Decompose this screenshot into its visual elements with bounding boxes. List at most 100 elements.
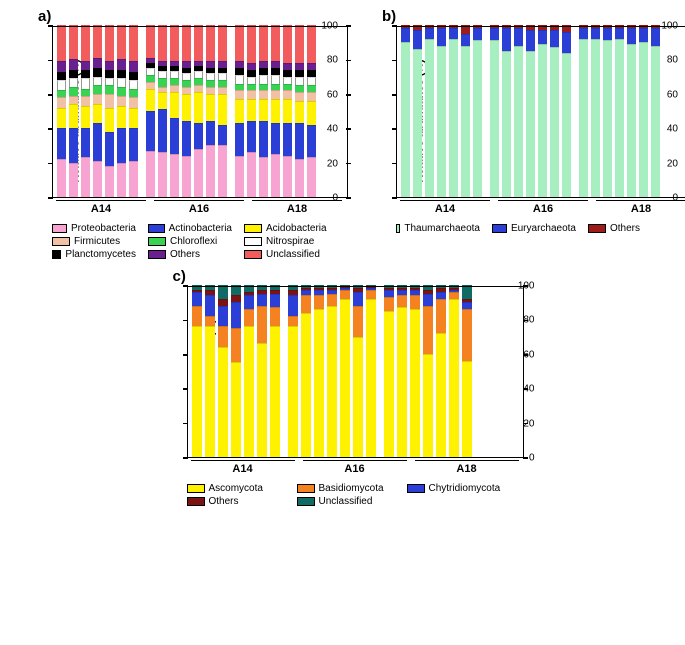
bar-segment [69, 128, 78, 162]
bar-segment [205, 326, 215, 457]
bar-segment [93, 68, 102, 77]
bar-segment [194, 85, 203, 92]
bottom-row: c)Relative abundance (%)020406080100A14A… [8, 268, 677, 507]
plot-frame: Relative abundance (%)020406080100A14A16… [52, 26, 346, 215]
bar-segment [247, 152, 256, 197]
bar-segment [490, 40, 499, 197]
bar-segment [247, 70, 256, 77]
bar-segment [57, 108, 66, 129]
bar-segment [218, 80, 227, 87]
bar-segment [462, 302, 472, 309]
bar-segment [473, 28, 482, 40]
bar-segment [105, 166, 114, 197]
bar-segment [218, 94, 227, 125]
stacked-bar [206, 25, 215, 197]
bar-segment [514, 46, 523, 197]
legend-swatch [297, 484, 315, 493]
stacked-bar [562, 25, 571, 197]
x-group-label: A16 [498, 200, 588, 215]
stacked-bar [283, 25, 292, 197]
legend-label: Chytridiomycota [429, 483, 501, 494]
bar-segment [129, 108, 138, 129]
bar-segment [218, 25, 227, 61]
bar-group [579, 25, 660, 197]
bar-segment [461, 34, 470, 46]
bar-segment [93, 104, 102, 123]
legend: ProteobacteriaActinobacteriaAcidobacteri… [52, 223, 346, 260]
bar-segment [366, 299, 376, 457]
bar-segment [206, 25, 215, 61]
legend-item: Others [588, 223, 672, 234]
bar-segment [283, 123, 292, 156]
bar-segment [206, 121, 215, 145]
legend-swatch [187, 484, 205, 493]
bar-segment [615, 28, 624, 38]
bar-segment [69, 104, 78, 128]
bar-segment [514, 28, 523, 45]
stacked-bar [182, 25, 191, 197]
bar-segment [353, 337, 363, 457]
stacked-bar [449, 25, 458, 197]
bar-segment [69, 96, 78, 105]
bar-segment [129, 128, 138, 161]
bar-segment [182, 156, 191, 197]
bar-segment [307, 92, 316, 101]
bar-segment [259, 99, 268, 121]
bar-segment [271, 154, 280, 197]
bar-segment [436, 333, 446, 457]
bar-segment [69, 163, 78, 197]
bar-segment [129, 25, 138, 61]
bar-segment [182, 25, 191, 61]
bar-segment [366, 290, 376, 299]
stacked-bar [295, 25, 304, 197]
stacked-bar [449, 285, 459, 457]
bar-segment [384, 297, 394, 311]
bar-segment [307, 63, 316, 70]
bar-segment [271, 68, 280, 75]
legend-swatch [148, 224, 165, 233]
bar-segment [295, 85, 304, 92]
bar-segment [307, 157, 316, 197]
bar-segment [538, 44, 547, 197]
legend-item: Chytridiomycota [407, 483, 505, 494]
bar-segment [81, 96, 90, 106]
y-tick-label: 20 [667, 158, 678, 169]
bar-segment [81, 89, 90, 96]
bar-segment [295, 25, 304, 63]
bar-segment [526, 51, 535, 197]
bar-segment [462, 285, 472, 299]
bar-segment [259, 121, 268, 157]
bar-segment [462, 361, 472, 457]
bar-segment [69, 25, 78, 59]
bar-segment [105, 25, 114, 61]
bar-segment [473, 40, 482, 197]
bar-segment [206, 87, 215, 94]
bar-segment [218, 326, 228, 347]
stacked-bar [410, 285, 420, 457]
bar-segment [401, 42, 410, 197]
legend-swatch [244, 250, 262, 259]
bar-segment [69, 78, 78, 87]
bar-segment [327, 294, 337, 306]
stacked-bar [93, 25, 102, 197]
bar-segment [69, 87, 78, 96]
bar-segment [288, 326, 298, 457]
bar-segment [423, 294, 433, 306]
bar-segment [270, 326, 280, 457]
bar-segment [301, 313, 311, 457]
bar-segment [271, 25, 280, 61]
bar-segment [105, 78, 114, 85]
bar-segment [218, 347, 228, 457]
y-tick-label: 80 [667, 55, 678, 66]
bar-segment [271, 99, 280, 123]
bar-segment [603, 40, 612, 197]
legend-item: Ascomycota [187, 483, 285, 494]
plot-area [396, 26, 685, 198]
bar-segment [57, 80, 66, 90]
bar-segment [117, 70, 126, 79]
bar-segment [206, 94, 215, 122]
bar-segment [146, 68, 155, 75]
stacked-bar [340, 285, 350, 457]
bar-segment [105, 94, 114, 108]
bar-segment [194, 71, 203, 78]
